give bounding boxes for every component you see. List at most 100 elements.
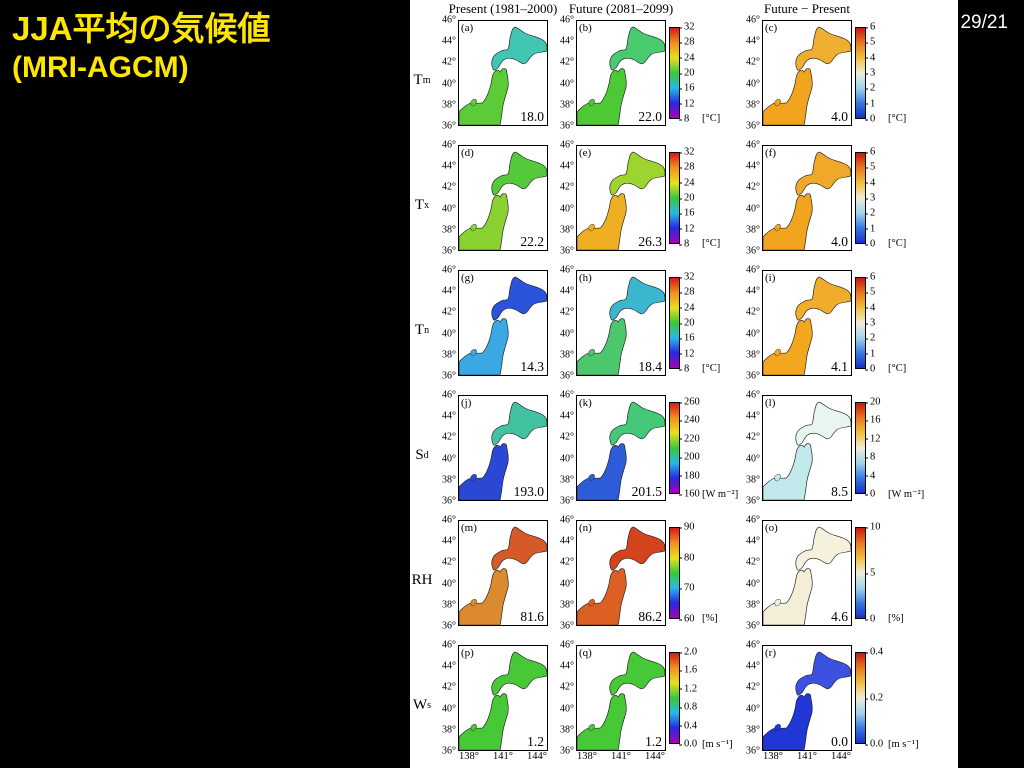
lat-tick-label: 42° [746, 431, 760, 443]
colorbar-tick-label: 6 [864, 21, 876, 33]
japan-map [577, 26, 665, 125]
lon-tick-label: 138° [763, 751, 783, 762]
map-box: (d) 22.2 [458, 145, 548, 251]
panel-letter: (c) [765, 22, 778, 34]
diff-colorbar: 0.4 0.2 0.0 [m s⁻¹] [852, 643, 948, 768]
lat-tick-label: 36° [442, 370, 456, 382]
lat-tick-label: 46° [442, 14, 456, 26]
map-sado [774, 474, 781, 482]
map-honshu [459, 443, 509, 500]
map-hokkaido [609, 526, 665, 571]
map-honshu [577, 693, 627, 750]
colorbar-tick-label: 4 [864, 470, 876, 482]
japan-map [459, 651, 547, 750]
map-panel: 46° 44° 42° 40° 38° 36° (l) 8.5 [738, 389, 852, 518]
colorbar-bar [669, 527, 680, 619]
lat-tick-label: 42° [560, 431, 574, 443]
lat-tick-label: 36° [442, 120, 456, 132]
lat-tick-label: 36° [746, 370, 760, 382]
diff-colorbar: 6 5 4 3 2 1 0 [°C] [852, 268, 948, 393]
lat-tick-label: 46° [560, 389, 574, 401]
panel-value: 4.0 [831, 109, 848, 124]
panel-letter: (n) [579, 522, 592, 534]
map-honshu [459, 318, 509, 375]
colorbar-unit: [%] [702, 613, 718, 624]
map-hokkaido [795, 26, 851, 71]
colorbar-tick-label: 8 [864, 451, 876, 463]
colorbar-tick-label: 8 [678, 113, 690, 125]
panel-value: 1.2 [645, 734, 662, 749]
page-number: 29/21 [960, 12, 1008, 33]
colorbar-ticks: 6 5 4 3 2 1 0 [864, 22, 900, 125]
map-panel: 46° 44° 42° 40° 38° 36° (n) 86.2 [552, 514, 666, 643]
japan-map [763, 401, 851, 500]
map-hokkaido [795, 401, 851, 446]
colorbar-tick-label: 1.6 [678, 664, 698, 676]
japan-map [577, 151, 665, 250]
lat-tick-label: 44° [560, 410, 574, 422]
panel-slot: 46° 44° 42° 40° 38° 36° (j) 193.0 [434, 390, 548, 518]
lat-axis: 46° 44° 42° 40° 38° 36° [738, 15, 762, 132]
map-honshu [763, 443, 813, 500]
lat-tick-label: 36° [746, 495, 760, 507]
map-honshu [577, 443, 627, 500]
colorbar-tick-label: 0 [864, 613, 876, 625]
row-label-sub: x [424, 200, 430, 211]
map-panel: 46° 44° 42° 40° 38° 36° (q) 1.2 [552, 640, 666, 768]
lat-tick-label: 38° [746, 224, 760, 236]
lon-tick-label: 144° [645, 751, 665, 762]
panel-letter: (r) [765, 647, 776, 659]
map-box: (e) 26.3 [576, 145, 666, 251]
map-panel: 46° 44° 42° 40° 38° 36° (j) 193.0 [434, 390, 548, 518]
colorbar-ticks: 0.4 0.2 0.0 [864, 647, 900, 750]
map-sado [774, 99, 781, 107]
lon-tick-label: 144° [831, 751, 851, 762]
japan-map [577, 401, 665, 500]
colorbar-tick-label: 8 [678, 238, 690, 250]
colorbar-tick-label: 0 [864, 113, 876, 125]
lat-tick-label: 46° [560, 514, 574, 526]
colorbar-tick-label: 4 [864, 302, 876, 314]
main-colorbar: 32 28 24 20 16 12 8 [°C] [666, 18, 738, 143]
map-sado [588, 224, 595, 232]
colorbar-tick-label: 3 [864, 192, 876, 204]
map-box: (n) 86.2 [576, 520, 666, 626]
lat-axis: 46° 44° 42° 40° 38° 36° [434, 515, 458, 632]
column-header-difference: Future − Present [763, 1, 851, 16]
colorbar-tick-label: 80 [679, 552, 695, 564]
lat-tick-label: 44° [560, 535, 574, 547]
row-label-base: RH [411, 572, 433, 588]
lat-tick-label: 36° [560, 745, 574, 757]
lat-tick-label: 40° [746, 328, 760, 340]
colorbar-tick-label: 5 [864, 567, 876, 579]
row-label-base: W [412, 697, 428, 713]
lat-tick-label: 46° [746, 14, 760, 26]
lat-tick-label: 46° [746, 389, 760, 401]
map-sado [588, 349, 595, 357]
map-sado [588, 724, 595, 732]
japan-map [763, 26, 851, 125]
lat-axis: 46° 44° 42° 40° 38° 36° [434, 390, 458, 507]
lat-tick-label: 42° [746, 181, 760, 193]
colorbar-ticks: 2.0 1.6 1.2 0.8 0.4 0.0 [678, 647, 714, 750]
colorbar-ticks: 90 80 70 60 [679, 522, 714, 625]
lat-axis: 46° 44° 42° 40° 38° 36° [434, 15, 458, 132]
panel-slot: 46° 44° 42° 40° 38° 36° (d) 22.2 [434, 139, 548, 268]
panel-letter: (f) [765, 147, 776, 159]
lat-tick-label: 38° [746, 474, 760, 486]
colorbar-tick-label: 12 [679, 98, 695, 110]
map-hokkaido [795, 651, 851, 696]
lat-tick-label: 42° [442, 681, 456, 693]
lat-axis: 46° 44° 42° 40° 38° 36° [434, 640, 458, 757]
lat-tick-label: 46° [442, 139, 456, 151]
panel-value: 201.5 [631, 484, 662, 499]
lat-tick-label: 40° [746, 203, 760, 215]
lat-tick-label: 38° [442, 724, 456, 736]
panel-slot: 46° 44° 42° 40° 38° 36° (e) 26.3 [552, 140, 666, 268]
colorbar-tick-label: 0 [864, 238, 876, 250]
map-box: (p) 1.2 [458, 645, 548, 751]
slide-title-line1: JJA平均の気候値 [12, 10, 271, 47]
lat-tick-label: 44° [442, 35, 456, 47]
